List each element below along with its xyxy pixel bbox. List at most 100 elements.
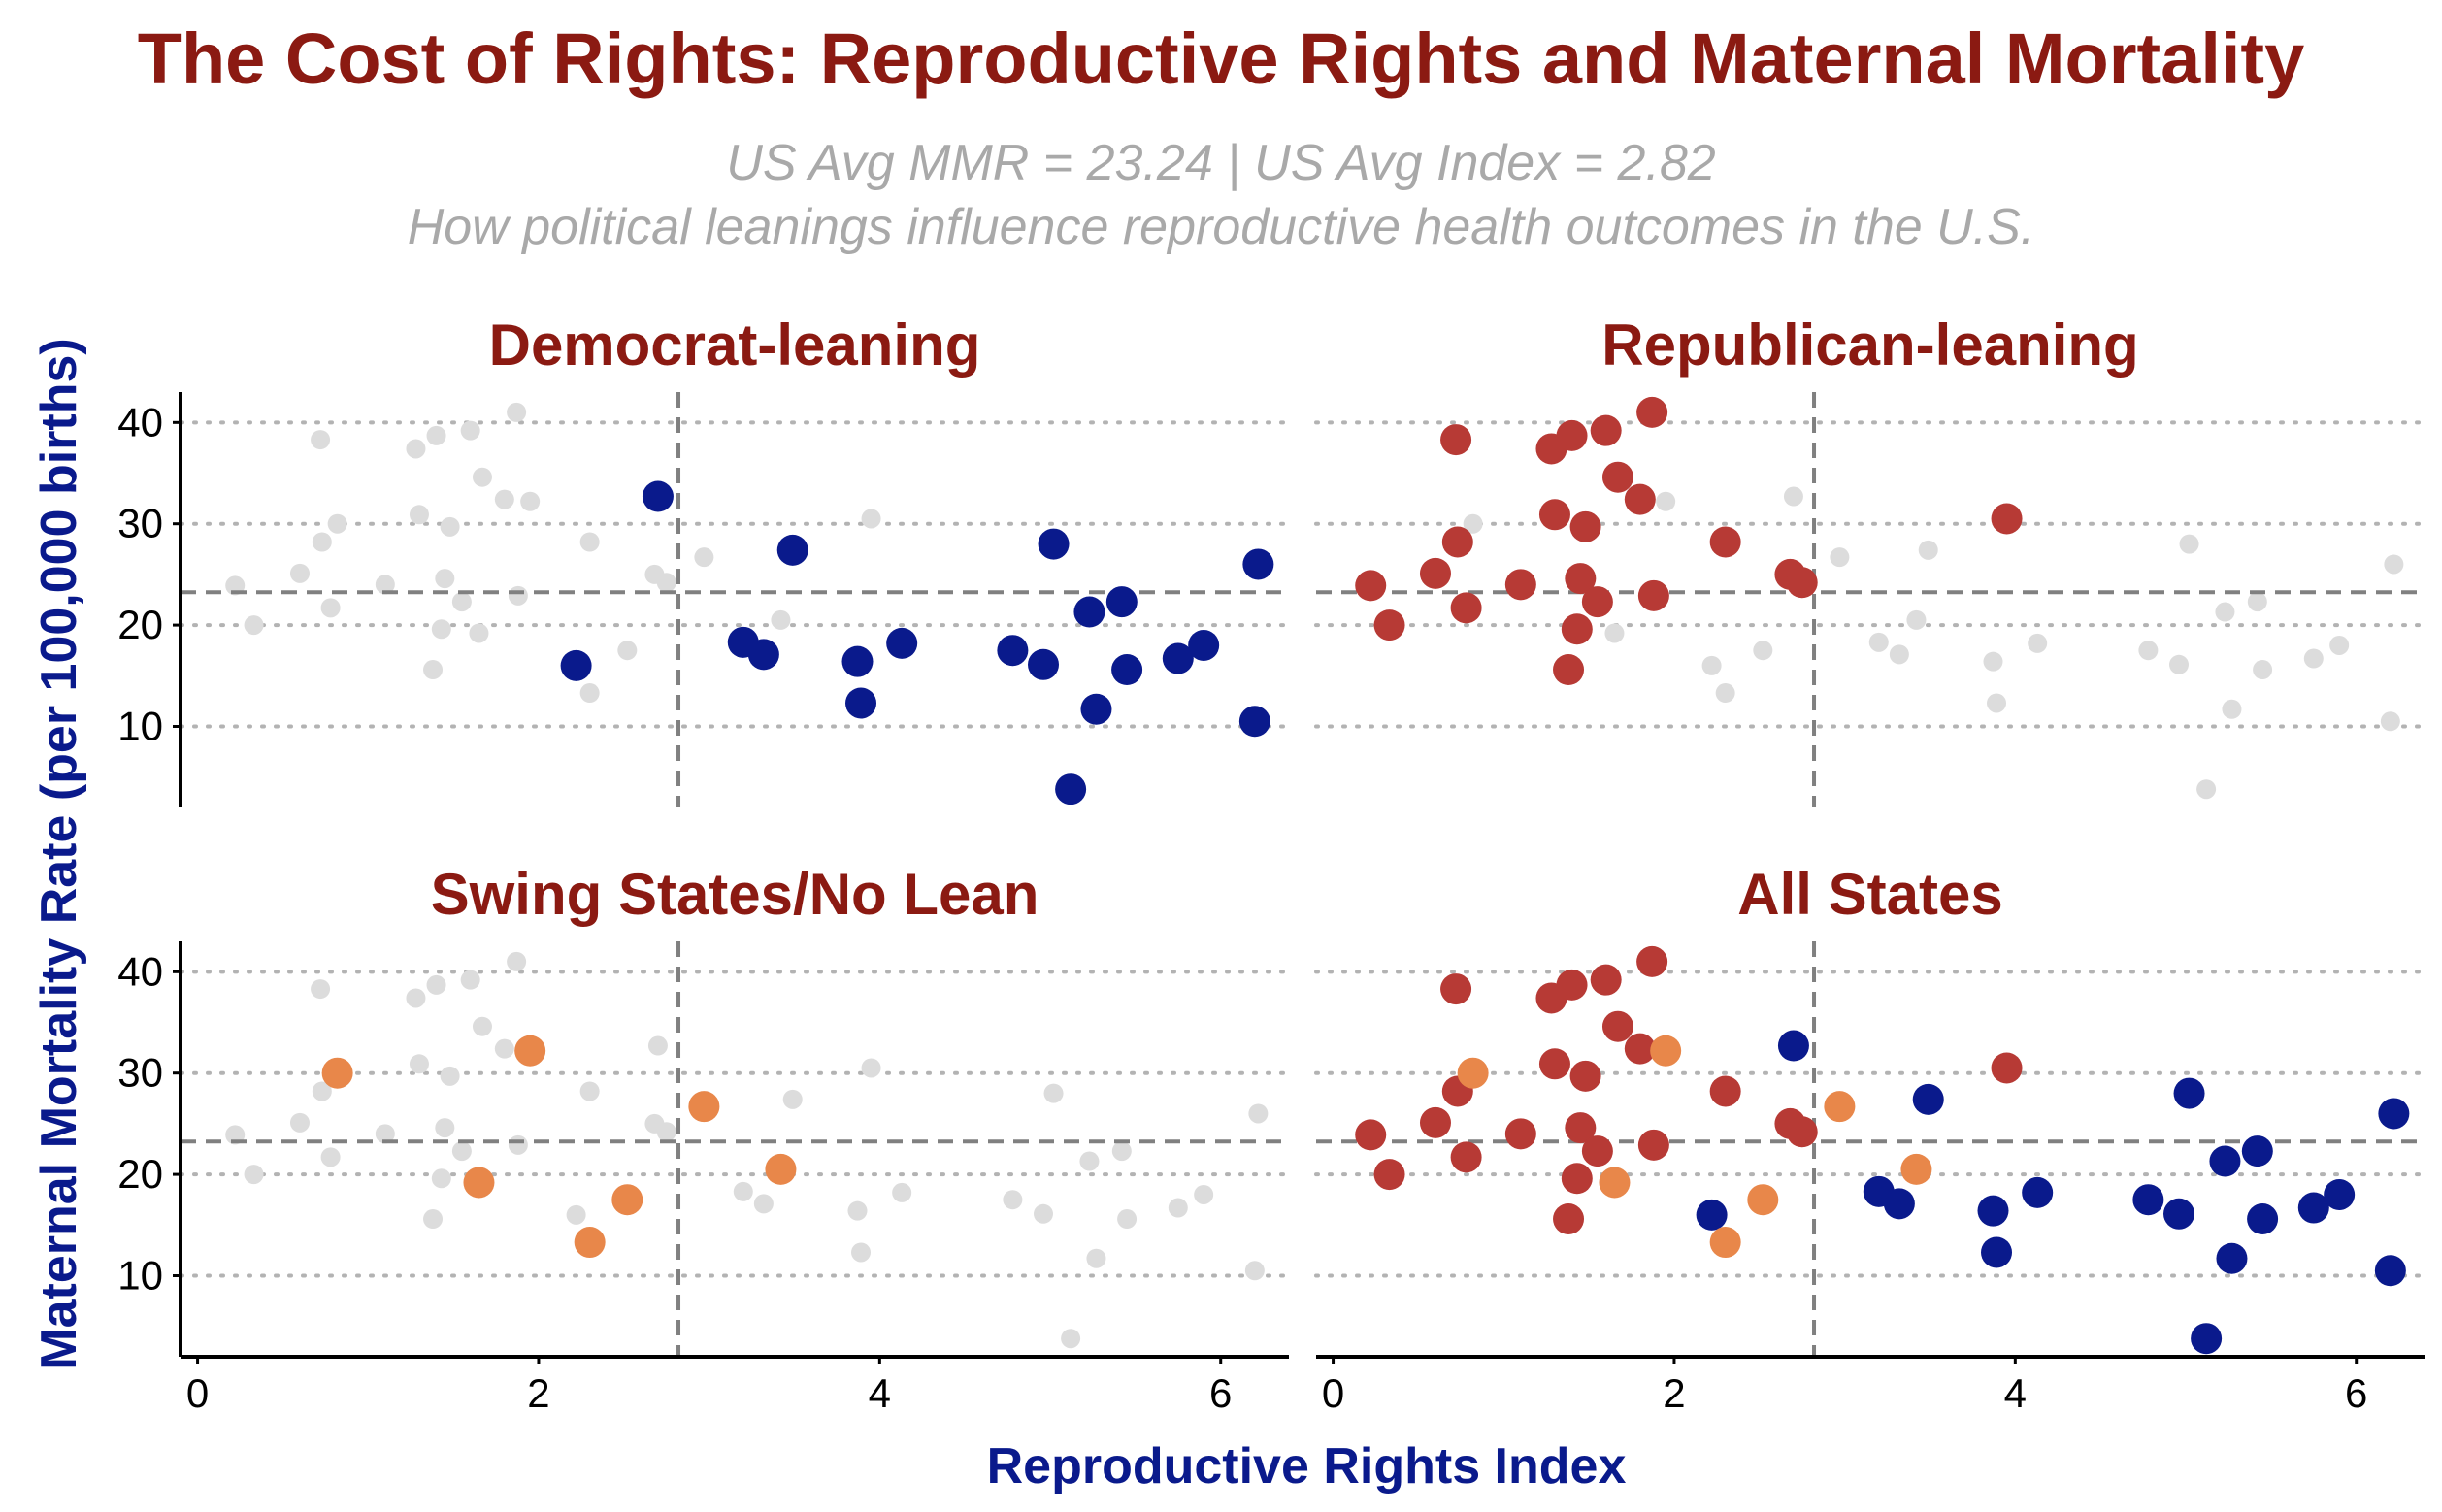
background-point <box>426 974 446 995</box>
chart-subtitle-averages: US Avg MMR = 23.24 | US Avg Index = 2.82 <box>726 135 1716 191</box>
data-point-republican-leaning <box>1569 1060 1601 1092</box>
background-point <box>771 609 791 630</box>
data-point-republican-leaning <box>1624 483 1656 515</box>
data-point-republican-leaning <box>1637 1129 1669 1161</box>
data-point-democrat-leaning <box>1188 629 1220 661</box>
data-point-democrat-leaning <box>2022 1176 2054 1208</box>
data-point-swing-states-no-lean <box>1747 1184 1779 1216</box>
background-point <box>507 402 527 422</box>
data-point-democrat-leaning <box>1777 1030 1809 1062</box>
background-point <box>327 513 347 534</box>
background-point <box>1906 609 1927 630</box>
background-point <box>312 532 332 552</box>
background-point <box>2215 602 2235 622</box>
data-point-democrat-leaning <box>2216 1242 2248 1274</box>
data-point-democrat-leaning <box>747 639 779 671</box>
data-point-republican-leaning <box>1637 579 1669 611</box>
data-point-republican-leaning <box>1553 1203 1585 1235</box>
data-point-republican-leaning <box>1624 1033 1656 1065</box>
background-point <box>451 1141 472 1162</box>
background-point <box>782 1089 803 1109</box>
data-point-democrat-leaning <box>1055 773 1087 805</box>
background-point <box>2384 554 2404 575</box>
background-point <box>451 592 472 612</box>
data-point-republican-leaning <box>1709 1075 1741 1107</box>
data-point-swing-states-no-lean <box>1650 1035 1682 1067</box>
y-tick-label: 40 <box>117 399 163 444</box>
data-point-republican-leaning <box>1991 503 2023 535</box>
background-point <box>617 641 638 661</box>
data-point-democrat-leaning <box>1977 1195 2009 1227</box>
data-point-swing-states-no-lean <box>574 1227 606 1259</box>
background-point <box>1783 486 1803 507</box>
background-point <box>469 623 489 643</box>
background-point <box>1983 651 2003 672</box>
data-point-swing-states-no-lean <box>1599 1167 1631 1199</box>
data-point-democrat-leaning <box>1080 693 1112 725</box>
data-point-republican-leaning <box>1450 1141 1482 1173</box>
data-point-republican-leaning <box>1440 424 1472 456</box>
data-point-republican-leaning <box>1441 526 1473 558</box>
data-point-republican-leaning <box>1786 567 1818 599</box>
background-point <box>1656 491 1676 511</box>
background-point <box>426 425 446 445</box>
y-tick-label: 30 <box>117 1050 163 1096</box>
background-point <box>435 569 455 589</box>
data-point-democrat-leaning <box>1073 596 1106 628</box>
data-point-republican-leaning <box>1581 586 1613 618</box>
data-point-democrat-leaning <box>1242 548 1274 580</box>
y-axis-title: Maternal Mortality Rate (per 100,000 bir… <box>31 338 87 1369</box>
background-point <box>1117 1209 1138 1230</box>
data-point-democrat-leaning <box>1106 586 1138 618</box>
data-point-democrat-leaning <box>1038 528 1070 560</box>
background-point <box>320 1147 341 1167</box>
background-point <box>460 970 480 990</box>
background-point <box>579 532 600 552</box>
data-point-republican-leaning <box>1709 526 1741 558</box>
background-point <box>1194 1184 1214 1204</box>
data-point-democrat-leaning <box>1696 1199 1728 1231</box>
background-point <box>1111 1141 1132 1162</box>
background-point <box>892 1182 912 1202</box>
data-point-republican-leaning <box>1565 1112 1597 1144</box>
data-point-democrat-leaning <box>2163 1198 2195 1230</box>
background-point <box>472 467 492 487</box>
background-point <box>2303 648 2324 669</box>
panel-swing-states: Swing States/No Lean 10 20 30 40 0 2 4 6 <box>117 862 1291 1416</box>
data-point-republican-leaning <box>1561 613 1593 645</box>
data-point-democrat-leaning <box>2132 1184 2164 1216</box>
data-point-democrat-leaning <box>842 645 874 677</box>
background-point <box>375 575 395 595</box>
panel-republican-leaning: Republican-leaning <box>1314 312 2426 807</box>
background-point <box>1086 1248 1106 1268</box>
background-point <box>2329 635 2350 655</box>
x-tick-label: 6 <box>1209 1370 1232 1416</box>
data-point-republican-leaning <box>1601 1010 1634 1042</box>
background-point <box>520 491 541 511</box>
data-point-republican-leaning <box>1373 609 1405 641</box>
panel-title-republican-leaning: Republican-leaning <box>1601 312 2138 378</box>
data-point-democrat-leaning <box>1912 1083 1944 1115</box>
background-point <box>579 1081 600 1101</box>
y-tick-label: 10 <box>117 703 163 748</box>
background-point <box>1079 1151 1100 1171</box>
panel-title-swing-states: Swing States/No Lean <box>431 862 1040 927</box>
data-point-swing-states-no-lean <box>321 1057 353 1089</box>
data-point-republican-leaning <box>1504 569 1536 601</box>
background-point <box>1918 540 1938 560</box>
data-point-democrat-leaning <box>1238 706 1270 738</box>
background-point <box>435 1118 455 1138</box>
data-point-republican-leaning <box>1569 510 1601 542</box>
background-point <box>1244 1261 1265 1281</box>
data-point-republican-leaning <box>1991 1052 2023 1084</box>
data-point-democrat-leaning <box>2297 1192 2329 1224</box>
panel-title-democrat-leaning: Democrat-leaning <box>489 312 981 378</box>
background-point <box>244 1165 264 1185</box>
data-point-democrat-leaning <box>2209 1145 2241 1177</box>
background-point <box>2028 633 2048 653</box>
x-axis-title: Reproductive Rights Index <box>987 1438 1627 1495</box>
background-point <box>409 505 429 525</box>
background-point <box>494 1038 514 1059</box>
chart-subtitle-description: How political leanings influence reprodu… <box>407 199 2035 255</box>
x-tick-label: 6 <box>2345 1370 2367 1416</box>
